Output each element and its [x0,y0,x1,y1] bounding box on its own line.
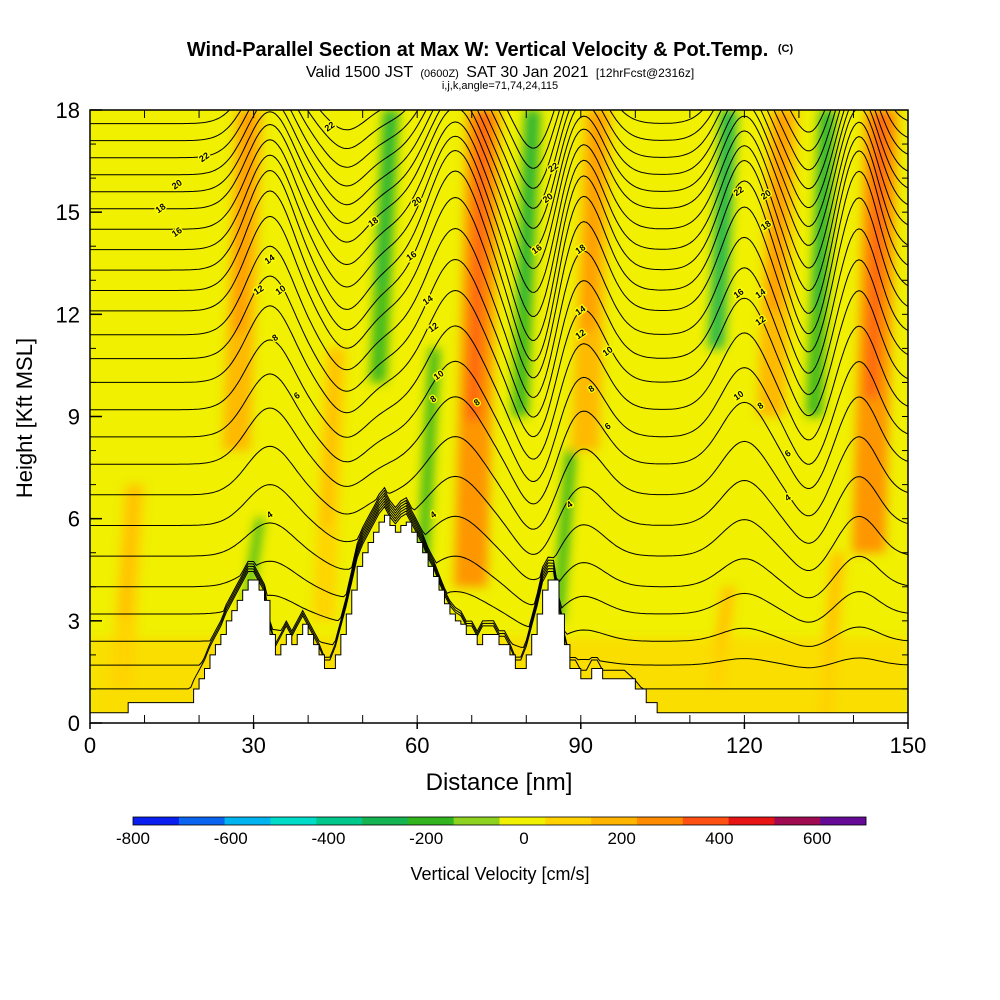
isentrope-6 [90,492,908,581]
velocity-core-6 [119,484,140,618]
isentrope-9 [90,396,908,505]
y-tick-label: 3 [68,609,80,634]
velocity-core-8 [715,586,733,654]
subtitle-date: SAT 30 Jan 2021 [466,64,588,81]
colorbar-label: Vertical Velocity [cm/s] [410,864,589,884]
isentrope-19 [90,121,908,293]
velocity-core-10 [377,110,395,288]
chart-title: Wind-Parallel Section at Max W: Vertical… [187,39,794,61]
isentrope-lines [90,110,908,690]
isentrope-20 [90,110,908,269]
colorbar-swatch-7 [407,817,454,825]
y-tick-label: 18 [56,98,80,123]
chart-subtitle: Valid 1500 JST (0600Z) SAT 30 Jan 2021 [… [306,64,694,81]
colorbar-tick-label: 400 [705,829,733,848]
isentrope-16 [90,170,908,362]
params-line: i,j,k,angle=71,74,24,115 [442,80,558,92]
y-tick-label: 6 [68,507,80,532]
isentrope-17 [90,149,908,342]
colorbar-tick-label: -200 [409,829,443,848]
colorbar-swatch-5 [316,817,363,825]
isentrope-7 [90,475,908,555]
isentrope-18 [90,135,908,318]
isentrope-23 [90,110,908,209]
colorbar-swatch-3 [224,817,271,825]
velocity-core-1 [233,110,255,332]
colorbar-swatch-13 [682,817,729,825]
subtitle-forecast: [12hrFcst@2316z] [596,66,694,80]
isentrope-8 [90,436,908,530]
x-tick-label: 120 [726,733,763,758]
velocity-core-11 [519,110,537,310]
velocity-core-3 [582,110,604,332]
velocity-core-4 [767,110,790,310]
colorbar-tick-label: -600 [214,829,248,848]
colorbar-swatch-14 [728,817,775,825]
colorbar-tick-label: -400 [311,829,345,848]
colorbar-swatch-15 [774,817,821,825]
y-tick-label: 0 [68,711,80,736]
velocity-core-15 [813,110,831,310]
y-tick-label: 9 [68,405,80,430]
colorbar-swatch-4 [270,817,317,825]
x-axis: 0 30 60 90 120 150 [84,110,926,758]
colorbar-frame [132,816,867,826]
x-tick-label: 30 [241,733,265,758]
isentrope-10 [90,360,908,483]
colorbar [132,816,867,826]
colorbar-swatch-16 [820,817,867,825]
y-axis-label: Height [Kft MSL] [12,338,37,498]
subtitle-utc: (0600Z) [420,68,459,80]
velocity-core-5 [864,110,889,398]
isentrope-15 [90,196,908,379]
colorbar-swatch-9 [499,817,546,825]
x-tick-label: 60 [405,733,429,758]
x-tick-label: 150 [890,733,927,758]
colorbar-swatch-8 [453,817,500,825]
colorbar-swatch-6 [362,817,409,825]
colorbar-swatch-10 [545,817,592,825]
isentrope-22 [90,110,908,229]
isentrope-4 [90,497,908,628]
colorbar-swatch-2 [178,817,225,825]
subtitle-valid: Valid 1500 JST [306,64,414,81]
isentrope-21 [90,110,908,249]
isentrope-2 [90,503,908,669]
y-tick-label: 12 [56,302,80,327]
velocity-core-7 [321,348,341,526]
colorbar-tick-label: 200 [607,829,635,848]
y-axis: 0 3 6 9 12 15 18 [56,98,908,736]
isentrope-5 [90,494,908,606]
chart-title-text: Wind-Parallel Section at Max W: Vertical… [187,39,768,61]
title-mark: (C) [778,43,794,55]
colorbar-swatch-1 [133,817,180,825]
velocity-core-16 [248,518,262,575]
colorbar-tick-label: -800 [116,829,150,848]
x-tick-label: 0 [84,733,96,758]
x-axis-label: Distance [nm] [426,769,573,796]
y-tick-label: 15 [56,200,80,225]
isentrope-24 [90,110,908,189]
velocity-core-12 [421,348,437,504]
x-tick-label: 90 [569,733,593,758]
velocity-core-13 [558,450,574,562]
terrain [90,514,908,723]
isentrope-14 [90,227,908,398]
colorbar-ticks: -800 -600 -400 -200 0 200 400 600 [116,829,831,848]
velocity-core-14 [715,110,733,265]
isentrope-11 [90,325,908,460]
colorbar-tick-label: 600 [803,829,831,848]
isentrope-13 [90,258,908,418]
isentrope-3 [90,500,908,648]
colorbar-swatch-11 [591,817,638,825]
isentrope-12 [90,289,908,438]
colorbar-tick-label: 0 [519,829,528,848]
colorbar-swatch-12 [636,817,684,825]
